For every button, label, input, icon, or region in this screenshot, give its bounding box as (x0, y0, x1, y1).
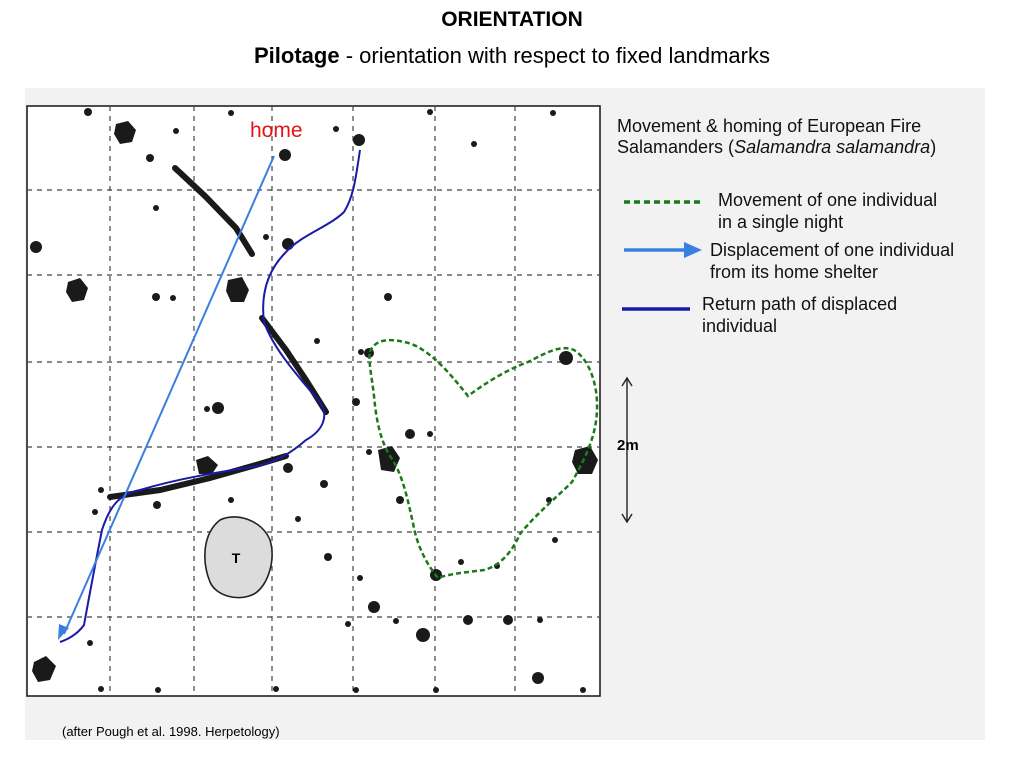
rock (353, 687, 359, 693)
rock (84, 108, 92, 116)
rock (463, 615, 473, 625)
displacement-arrow (63, 155, 275, 635)
landmarks (30, 108, 598, 693)
scale-label: 2m (617, 437, 639, 454)
map-grid (27, 106, 600, 696)
rock (146, 154, 154, 162)
rock (228, 497, 234, 503)
legend-item-line2: in a single night (718, 212, 844, 232)
legend-item-line2: individual (702, 316, 778, 336)
rock (458, 559, 464, 565)
rock (87, 640, 93, 646)
legend-swatch-displacement-arrowhead (684, 242, 702, 258)
rock (153, 205, 159, 211)
rock (114, 121, 136, 144)
rock (153, 501, 161, 509)
rock (324, 553, 332, 561)
rock (273, 686, 279, 692)
rock (546, 497, 552, 503)
subtitle-text: - orientation with respect to fixed land… (339, 43, 770, 68)
rock (416, 628, 430, 642)
page-subtitle: Pilotage - orientation with respect to f… (0, 43, 1024, 69)
rock (173, 128, 179, 134)
rock (393, 618, 399, 624)
legend-heading-line1: Movement & homing of European Fire (617, 116, 922, 136)
rock (282, 238, 294, 250)
nightly-movement-path (368, 338, 599, 580)
rock (384, 293, 392, 301)
rock (92, 509, 98, 515)
rock (572, 446, 598, 474)
rock (427, 109, 433, 115)
rock (295, 516, 301, 522)
legend-heading-line2: Salamanders (Salamandra salamandra) (617, 137, 937, 157)
rock (503, 615, 513, 625)
rock (32, 656, 56, 682)
subtitle-bold: Pilotage (254, 43, 340, 68)
rock (552, 537, 558, 543)
return-path (59, 149, 361, 643)
rock (226, 277, 249, 302)
rock (352, 398, 360, 406)
rock (333, 126, 339, 132)
rock (550, 110, 556, 116)
legend-item-line2: from its home shelter (710, 262, 879, 282)
rock (196, 456, 218, 474)
legend-item-line1: Displacement of one individual (710, 240, 955, 260)
tree-stump (204, 516, 273, 599)
rock (368, 601, 380, 613)
rock (279, 149, 291, 161)
rock (314, 338, 320, 344)
rock (396, 496, 404, 504)
rock (30, 241, 42, 253)
rock (98, 487, 104, 493)
displacement-arrowhead (58, 624, 69, 640)
rock (212, 402, 224, 414)
rock (357, 575, 363, 581)
rock (345, 621, 351, 627)
fallen-log (107, 453, 289, 500)
rock (170, 295, 176, 301)
rock (405, 429, 415, 439)
rock (353, 134, 365, 146)
legend-item-line1: Movement of one individual (718, 190, 938, 210)
rock (559, 351, 573, 365)
rock (433, 687, 439, 693)
rock (228, 110, 234, 116)
legend-heading: Movement & homing of European Fire Salam… (617, 116, 936, 158)
rock (283, 463, 293, 473)
rock (537, 617, 543, 623)
legend-item-line1: Return path of displaced (702, 294, 898, 314)
rock (155, 687, 161, 693)
home-label: home (250, 119, 303, 142)
rock (66, 278, 88, 302)
rock (580, 687, 586, 693)
citation: (after Pough et al. 1998. Herpetology) (62, 724, 280, 739)
scale-bar (621, 376, 633, 524)
rock (98, 686, 104, 692)
rock (358, 349, 364, 355)
page-title: ORIENTATION (441, 8, 583, 31)
rock (427, 431, 433, 437)
rock (532, 672, 544, 684)
tree-label: T (232, 550, 241, 566)
rock (366, 449, 372, 455)
rock (152, 293, 160, 301)
rock (471, 141, 477, 147)
fallen-log (172, 165, 255, 257)
rock (263, 234, 269, 240)
rock (204, 406, 210, 412)
rock (320, 480, 328, 488)
fallen-log (259, 315, 329, 415)
map-frame (26, 105, 601, 697)
